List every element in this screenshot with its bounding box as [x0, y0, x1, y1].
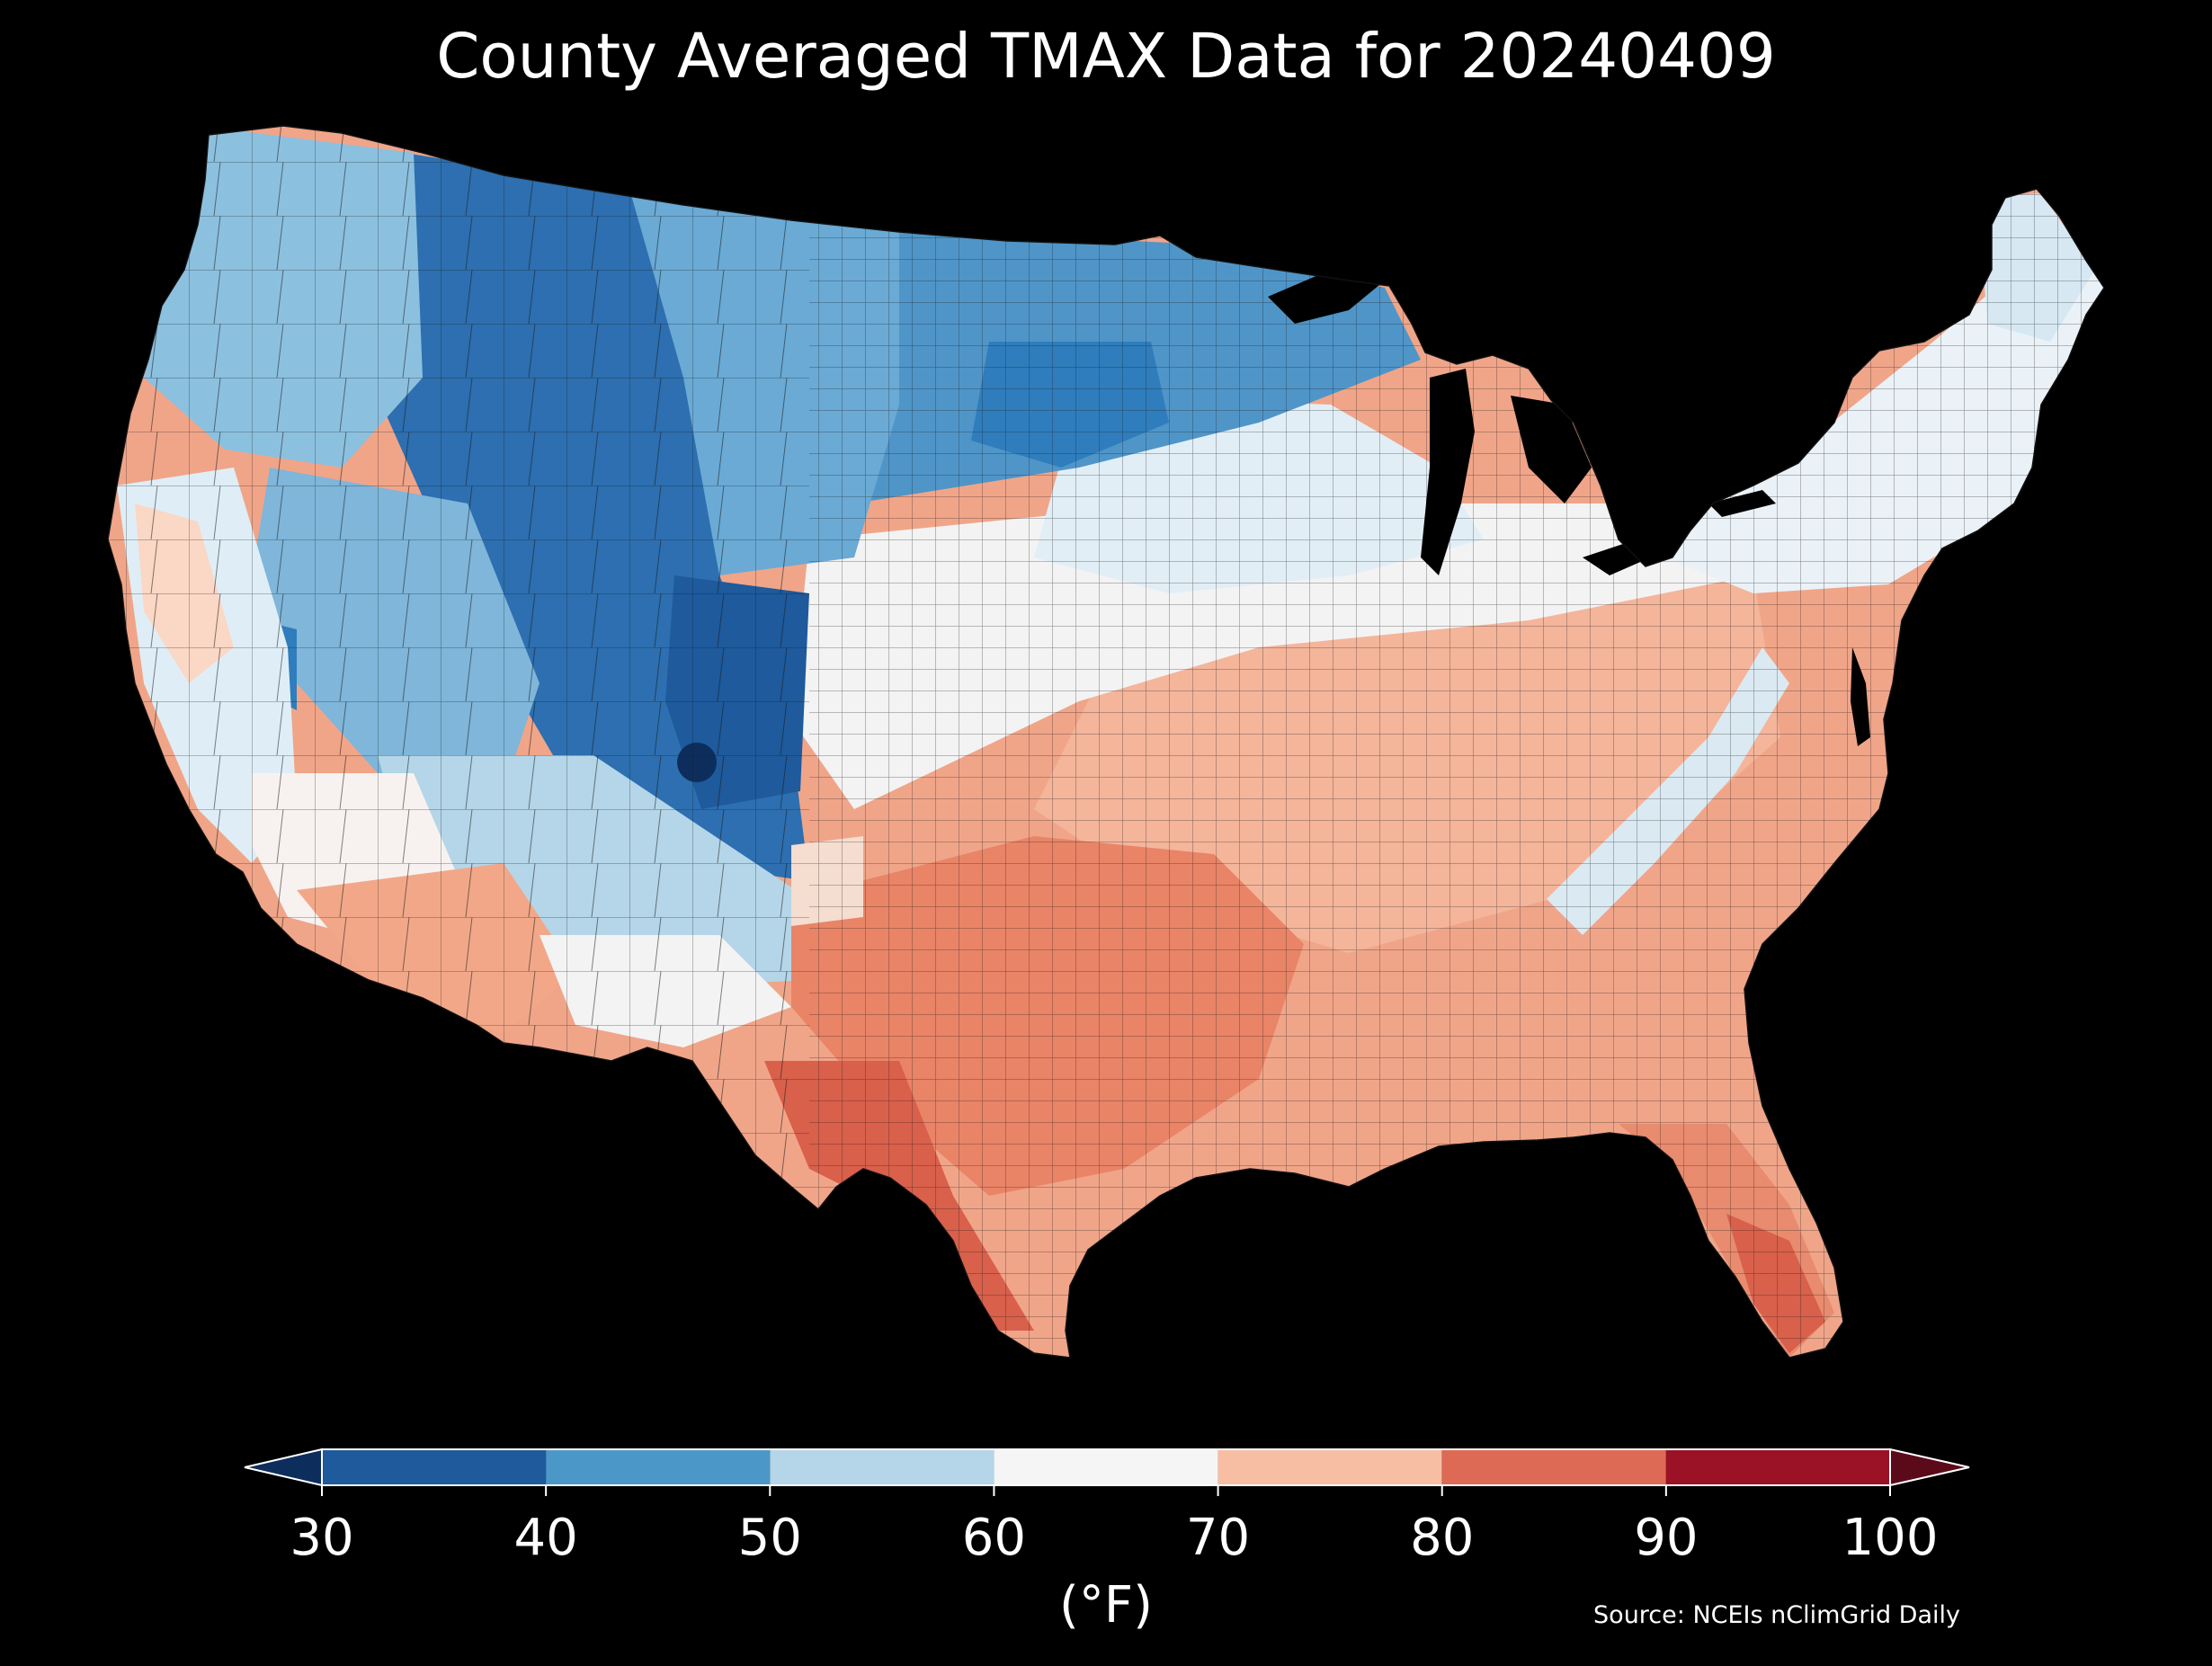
lake-michigan: [1421, 369, 1475, 575]
colorbar-tick-label-6: 90: [1634, 1509, 1699, 1567]
source-credit: Source: NCEIs nClimGrid Daily: [1593, 1601, 1960, 1629]
colorbar-tick-label-0: 30: [290, 1509, 354, 1567]
colorbar-tick-label-2: 50: [737, 1509, 802, 1567]
lake-huron: [1511, 396, 1592, 503]
colorbar-frame: [321, 1448, 1891, 1486]
great-lakes: [1268, 270, 1870, 746]
chesapeake-bay: [1851, 647, 1870, 746]
colorbar-tick-label-5: 80: [1410, 1509, 1475, 1567]
colorbar-units: (°F): [1059, 1576, 1153, 1635]
map-title: County Averaged TMAX Data for 20240409: [436, 21, 1776, 93]
colorbar-bins: [322, 1449, 1890, 1485]
colorbar-tick-label-4: 70: [1185, 1509, 1251, 1567]
colorbar-bin-6: [1665, 1449, 1890, 1485]
colorbar-under-arrow: [244, 1448, 323, 1487]
colorbar-tick-label-7: 100: [1842, 1509, 1939, 1567]
colorbar-bin-5: [1441, 1449, 1666, 1485]
colorbar-over-arrow: [1889, 1448, 1970, 1487]
colorbar-bin-1: [546, 1449, 771, 1485]
conus-outline: [107, 125, 2105, 1359]
colorbar-tick-label-1: 40: [513, 1509, 578, 1567]
lake-ontario: [1708, 490, 1776, 517]
colorbar-tick-label-3: 60: [961, 1509, 1027, 1567]
colorbar-bin-2: [770, 1449, 995, 1485]
colorbar-bin-0: [322, 1449, 547, 1485]
colorbar-bin-3: [994, 1449, 1218, 1485]
colorbar-bin-4: [1217, 1449, 1442, 1485]
colorbar-tickmarks: [321, 1485, 1891, 1496]
lake-superior: [1268, 270, 1385, 324]
